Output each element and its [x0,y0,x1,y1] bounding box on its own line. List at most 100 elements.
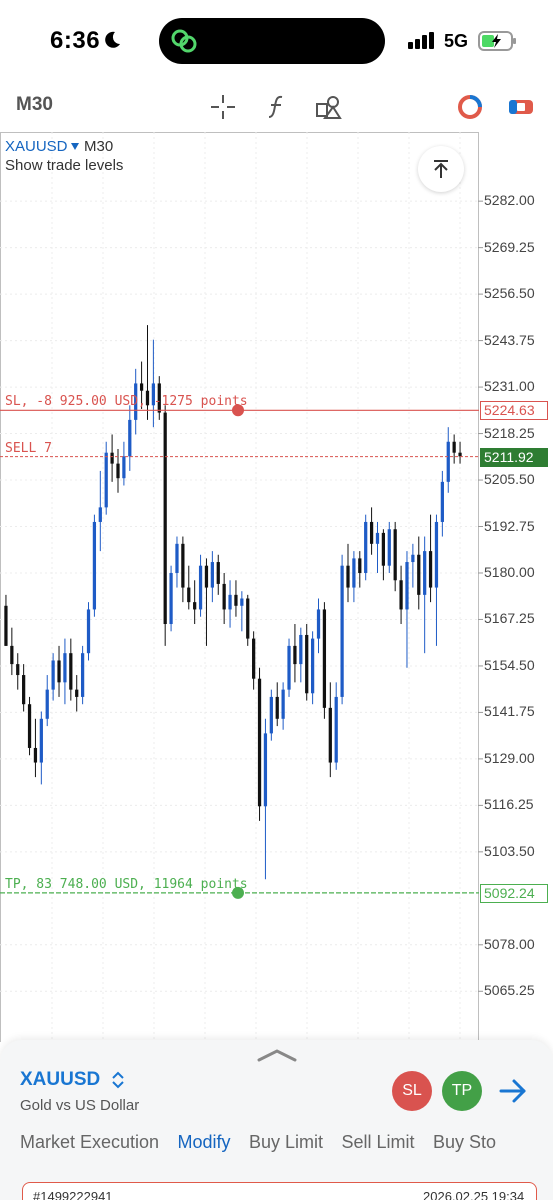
arrow-up-to-line-icon [434,160,448,178]
candle-body [411,554,415,563]
stop-loss-button[interactable]: SL [392,1071,432,1111]
candle-body [240,598,244,606]
candle-body [139,383,144,391]
stop-loss-drag-handle [232,404,244,417]
order-row[interactable]: #1499222941 2026.02.25 19:34 [22,1182,537,1200]
tab-buy-stop[interactable]: Buy Sto [432,1132,496,1152]
candle-body [39,718,43,763]
candle-body [381,532,386,566]
price-axis-label: 5103.50 [484,842,535,859]
stop-loss-label[interactable]: SL, -8 925.00 USD, -1275 points [5,394,248,410]
tab-modify[interactable]: Modify [177,1132,231,1152]
candle-body [434,521,439,588]
candle-body [275,696,279,719]
candle-body [257,678,262,807]
candle-body [446,441,450,482]
chart-toolbar: M30 [0,82,553,132]
link-app-icon [171,29,197,53]
take-profit-button[interactable]: TP [442,1071,482,1111]
candle-body [375,532,380,544]
candle-body [305,634,309,694]
candle-body [322,609,327,708]
candle-body [104,452,108,508]
take-profit-label[interactable]: TP, 83 748.00 USD, 11964 points [5,876,248,892]
candle-body [299,634,303,665]
caret-down-icon[interactable] [71,143,79,150]
candle-body [92,521,97,610]
clock-time: 6:36 [50,27,101,54]
price-axis-label: 5167.25 [484,610,535,627]
tab-buy-limit[interactable]: Buy Limit [248,1132,324,1152]
arrow-right-icon[interactable] [498,1078,528,1104]
candle-body [10,645,14,665]
candle-body [69,653,73,690]
price-axis-label: 5269.25 [484,238,535,255]
candle-body [293,645,297,665]
drawing-objects-icon[interactable] [313,92,343,122]
candle-body [216,562,220,584]
candle-body [80,653,85,697]
candle-body [134,383,138,420]
candle-body [198,565,203,610]
show-trade-levels[interactable]: Show trade levels [5,157,124,174]
price-axis-label: 5116.25 [484,796,534,813]
candle-body [263,733,268,807]
candle-body [33,747,38,763]
candle-body [27,704,32,748]
price-axis-label: 5205.50 [484,471,535,488]
price-axis-label: 5129.00 [484,749,535,766]
candle-body [169,572,173,625]
candle-body [234,594,238,606]
chevron-up-down-icon[interactable] [110,1070,126,1090]
candle-body [246,598,250,639]
price-axis-label: 5154.50 [484,656,535,673]
candle-body [387,529,391,566]
chart-color-icon[interactable] [455,92,485,122]
price-axis-label: 5078.00 [484,935,535,952]
candle-body [340,565,344,697]
order-symbol[interactable]: XAUUSD [20,1069,101,1090]
take-profit-price-tag: 5092.24 [480,883,548,903]
network-type: 5G [444,31,469,51]
candle-body [204,565,209,588]
candle-body [222,583,226,610]
take-profit-drag-handle [232,886,244,899]
candle-body [417,554,421,595]
scroll-to-latest-button[interactable] [418,146,464,192]
sell-position-label[interactable]: SELL 7 [5,440,52,456]
trade-toggle-icon[interactable] [506,92,536,122]
price-axis-label: 5192.75 [484,517,535,534]
price-axis-label: 5256.50 [484,285,535,302]
chevron-up-icon[interactable] [257,1048,297,1062]
candle-body [399,580,403,610]
order-type-tabs: Market Execution Modify Buy Limit Sell L… [20,1132,510,1153]
candle-body [151,383,156,406]
candle-body [352,558,356,588]
timeframe-selector[interactable]: M30 [16,94,53,115]
candle-body [57,660,61,683]
price-chart[interactable]: XAUUSD M30 Show trade levels 5282.00 5269… [0,132,553,1042]
chart-symbol[interactable]: XAUUSD [5,138,68,155]
candle-body [328,707,332,763]
moon-icon [105,31,120,48]
candle-body [63,653,67,683]
candle-body [75,689,79,697]
order-panel: XAUUSD Gold vs US Dollar SL TP Market Ex… [0,1040,553,1200]
symbol-description: Gold vs US Dollar [20,1097,140,1114]
candle-body [145,390,150,406]
candlestick-chart[interactable] [0,132,553,1042]
price-axis-label: 5243.75 [484,331,535,348]
chart-frame [0,132,479,1042]
candle-body [458,452,462,457]
candle-body [116,463,120,479]
candle-body [316,609,321,639]
indicator-function-icon[interactable] [262,92,292,122]
tab-sell-limit[interactable]: Sell Limit [341,1132,415,1152]
candle-body [364,521,368,573]
order-time: 2026.02.25 19:34 [423,1189,525,1200]
candle-body [187,587,191,603]
price-axis-label: 5218.25 [484,424,535,441]
chart-timeframe: M30 [84,138,114,155]
crosshair-icon[interactable] [208,92,238,122]
tab-market-execution[interactable]: Market Execution [20,1132,160,1152]
